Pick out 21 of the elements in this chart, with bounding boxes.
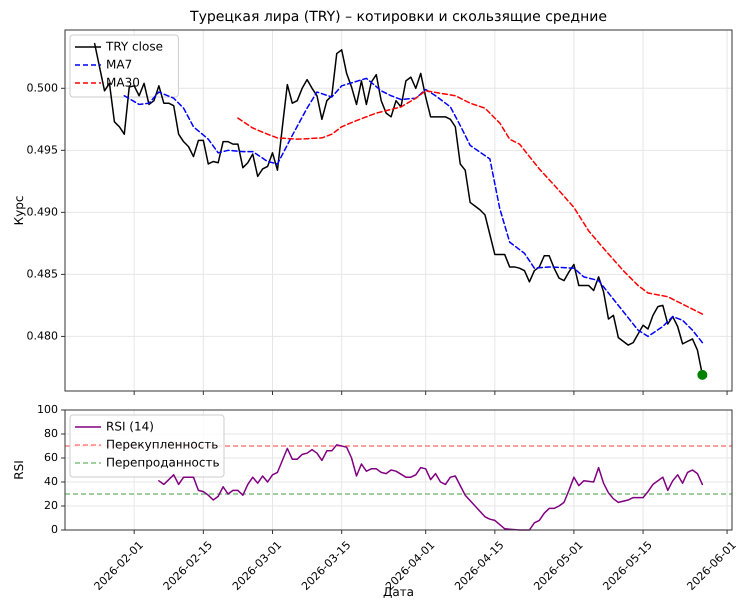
- y-tick-label: 100: [37, 403, 58, 416]
- y-tick-label: 0.495: [26, 143, 58, 156]
- y-tick-label: 0.485: [26, 267, 58, 280]
- legend-label: MA30: [106, 75, 140, 90]
- line-series: [237, 90, 704, 315]
- ref-line-label: Перекупленность: [106, 437, 218, 452]
- y-tick-label: 0: [51, 523, 58, 536]
- chart-title: Турецкая лира (TRY) – котировки и скользящие средние: [189, 9, 607, 25]
- legend-label: MA7: [106, 57, 132, 72]
- legend-label: TRY close: [105, 39, 163, 54]
- y-axis-title: RSI: [12, 460, 26, 480]
- y-tick-label: 80: [44, 427, 58, 440]
- y-tick-label: 40: [44, 475, 58, 488]
- legend-label: Перепроданность: [106, 455, 220, 470]
- y-tick-label: 20: [44, 499, 58, 512]
- legend-label: RSI (14): [106, 419, 154, 434]
- y-tick-label: 0.500: [26, 81, 58, 94]
- y-axis-title: Курс: [12, 196, 26, 226]
- y-tick-label: 60: [44, 451, 58, 464]
- y-tick-label: 0.490: [26, 205, 58, 218]
- y-tick-label: 0.480: [26, 329, 58, 342]
